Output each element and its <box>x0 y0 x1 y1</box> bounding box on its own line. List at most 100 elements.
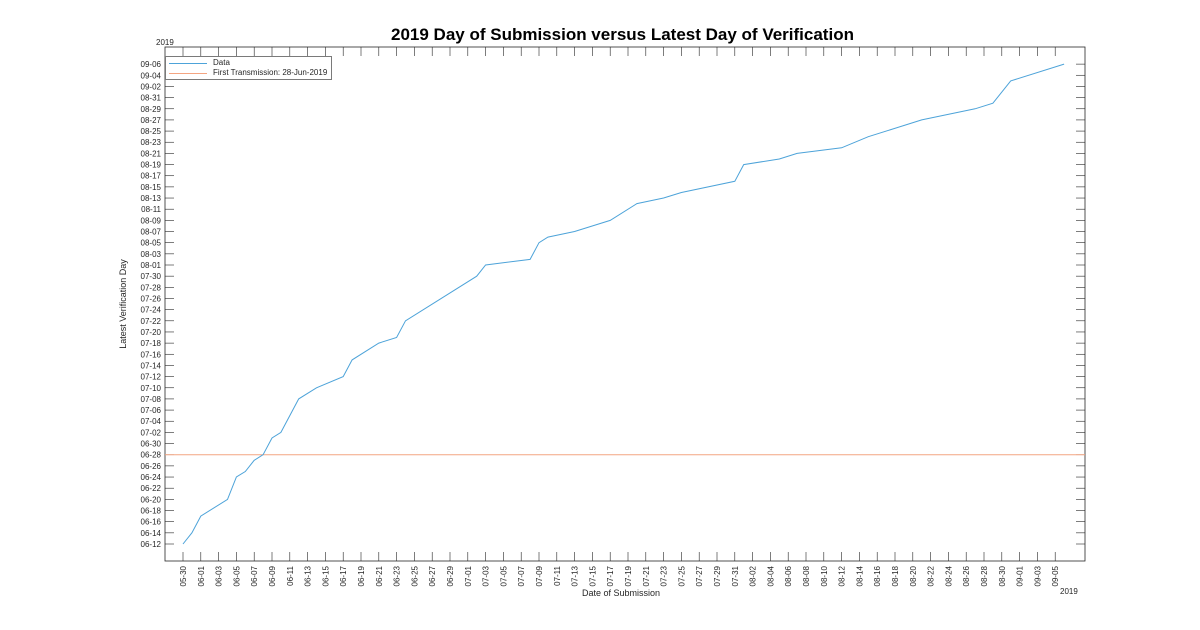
x-tick-label: 07-17 <box>606 565 615 586</box>
x-tick-label: 06-23 <box>393 565 402 586</box>
y-tick-label: 06-30 <box>141 440 162 449</box>
y-tick-label: 09-04 <box>141 71 162 80</box>
x-tick-label: 09-01 <box>1016 565 1025 586</box>
legend-swatch-first-transmission <box>169 72 207 74</box>
x-tick-label: 07-09 <box>535 565 544 586</box>
y-tick-label: 07-14 <box>141 361 162 370</box>
chart-title: 2019 Day of Submission versus Latest Day… <box>391 25 854 44</box>
y-tick-label: 08-07 <box>141 228 162 237</box>
x-tick-label: 08-30 <box>998 565 1007 586</box>
y-tick-label: 06-22 <box>141 484 162 493</box>
x-tick-label: 07-15 <box>588 565 597 586</box>
y-tick-label: 08-11 <box>141 205 161 214</box>
x-tick-label: 06-11 <box>286 565 295 585</box>
x-tick-label: 07-07 <box>517 565 526 586</box>
y-tick-label: 08-27 <box>141 116 162 125</box>
y-tick-label: 08-15 <box>141 183 162 192</box>
x-tick-label: 06-21 <box>375 565 384 586</box>
x-tick-label: 07-13 <box>571 565 580 586</box>
y-tick-label: 06-24 <box>141 473 162 482</box>
x-tick-label: 07-21 <box>642 565 651 586</box>
x-tick-label: 07-29 <box>713 565 722 586</box>
y-tick-label: 07-28 <box>141 283 162 292</box>
data-series-line <box>182 63 1065 545</box>
x-tick-label: 06-03 <box>215 565 224 586</box>
y-tick-label: 08-03 <box>141 250 162 259</box>
axes <box>164 46 1086 562</box>
y-tick-label: 07-04 <box>141 417 162 426</box>
y-axis-ticks: 06-12 06-14 06-16 06-18 06-20 06-22 06-24 06-26… <box>141 60 1085 549</box>
x-axis-ticks: 05-30 06-01 06-03 06-05 06-07 06-09 06-11 06-13… <box>179 47 1060 586</box>
y-axis-title: Latest Verification Day <box>118 259 128 349</box>
x-tick-label: 08-16 <box>873 565 882 586</box>
x-axis-year-label: 2019 <box>1060 587 1078 596</box>
x-tick-label: 08-20 <box>909 565 918 586</box>
y-tick-label: 07-02 <box>141 428 162 437</box>
y-tick-label: 09-02 <box>141 82 162 91</box>
x-tick-label: 08-04 <box>766 565 775 586</box>
y-tick-label: 08-31 <box>141 94 162 103</box>
y-axis-year-label: 2019 <box>156 38 174 47</box>
legend-item-data: Data <box>169 58 327 68</box>
y-tick-label: 07-16 <box>141 350 162 359</box>
y-tick-label: 07-12 <box>141 373 162 382</box>
y-tick-label: 08-05 <box>141 239 162 248</box>
x-tick-label: 06-09 <box>268 565 277 586</box>
x-tick-label: 06-05 <box>232 565 241 586</box>
x-tick-label: 07-27 <box>695 565 704 586</box>
y-tick-label: 06-12 <box>141 540 162 549</box>
x-tick-label: 06-13 <box>304 565 313 586</box>
x-tick-label: 08-26 <box>962 565 971 586</box>
y-tick-label: 09-06 <box>141 60 162 69</box>
y-tick-label: 08-13 <box>141 194 162 203</box>
legend: Data First Transmission: 28-Jun-2019 <box>165 56 333 80</box>
x-tick-label: 06-07 <box>250 565 259 586</box>
y-tick-label: 08-09 <box>141 216 162 225</box>
x-tick-label: 08-24 <box>944 565 953 586</box>
x-axis-title: Date of Submission <box>582 588 660 598</box>
x-tick-label: 06-17 <box>339 565 348 586</box>
legend-swatch-data <box>169 62 207 64</box>
x-tick-label: 08-08 <box>802 565 811 586</box>
y-tick-label: 07-18 <box>141 339 162 348</box>
y-tick-label: 07-22 <box>141 317 162 326</box>
x-tick-label: 07-19 <box>624 565 633 586</box>
x-tick-label: 07-03 <box>482 565 491 586</box>
x-tick-label: 08-10 <box>820 565 829 586</box>
x-tick-label: 08-02 <box>749 565 758 586</box>
x-tick-label: 06-27 <box>428 565 437 586</box>
x-tick-label: 06-01 <box>197 565 206 586</box>
x-tick-label: 06-15 <box>321 565 330 586</box>
y-tick-label: 06-20 <box>141 495 162 504</box>
y-tick-label: 07-06 <box>141 406 162 415</box>
legend-label: First Transmission: 28-Jun-2019 <box>213 68 328 77</box>
x-tick-label: 07-11 <box>553 565 562 585</box>
y-tick-label: 07-20 <box>141 328 162 337</box>
y-tick-label: 06-18 <box>141 507 162 516</box>
legend-label: Data <box>213 58 230 67</box>
x-tick-label: 06-25 <box>410 565 419 586</box>
y-tick-label: 07-10 <box>141 384 162 393</box>
x-tick-label: 07-31 <box>731 565 740 586</box>
y-tick-label: 06-16 <box>141 518 162 527</box>
y-tick-label: 07-08 <box>141 395 162 404</box>
y-tick-label: 06-26 <box>141 462 162 471</box>
y-tick-label: 08-25 <box>141 127 162 136</box>
x-tick-label: 08-06 <box>784 565 793 586</box>
x-tick-label: 07-23 <box>660 565 669 586</box>
x-tick-label: 08-12 <box>838 565 847 586</box>
x-tick-label: 08-18 <box>891 565 900 586</box>
y-tick-label: 07-30 <box>141 272 162 281</box>
y-tick-label: 07-24 <box>141 306 162 315</box>
x-tick-label: 09-03 <box>1033 565 1042 586</box>
y-tick-label: 08-23 <box>141 138 162 147</box>
y-tick-label: 07-26 <box>141 294 162 303</box>
y-tick-label: 08-21 <box>141 149 162 158</box>
legend-item-first-transmission: First Transmission: 28-Jun-2019 <box>169 68 327 78</box>
x-tick-label: 06-19 <box>357 565 366 586</box>
x-tick-label: 06-29 <box>446 565 455 586</box>
x-tick-label: 08-14 <box>855 565 864 586</box>
y-tick-label: 08-01 <box>141 261 162 270</box>
x-tick-label: 07-01 <box>464 565 473 586</box>
y-tick-label: 08-19 <box>141 161 162 170</box>
